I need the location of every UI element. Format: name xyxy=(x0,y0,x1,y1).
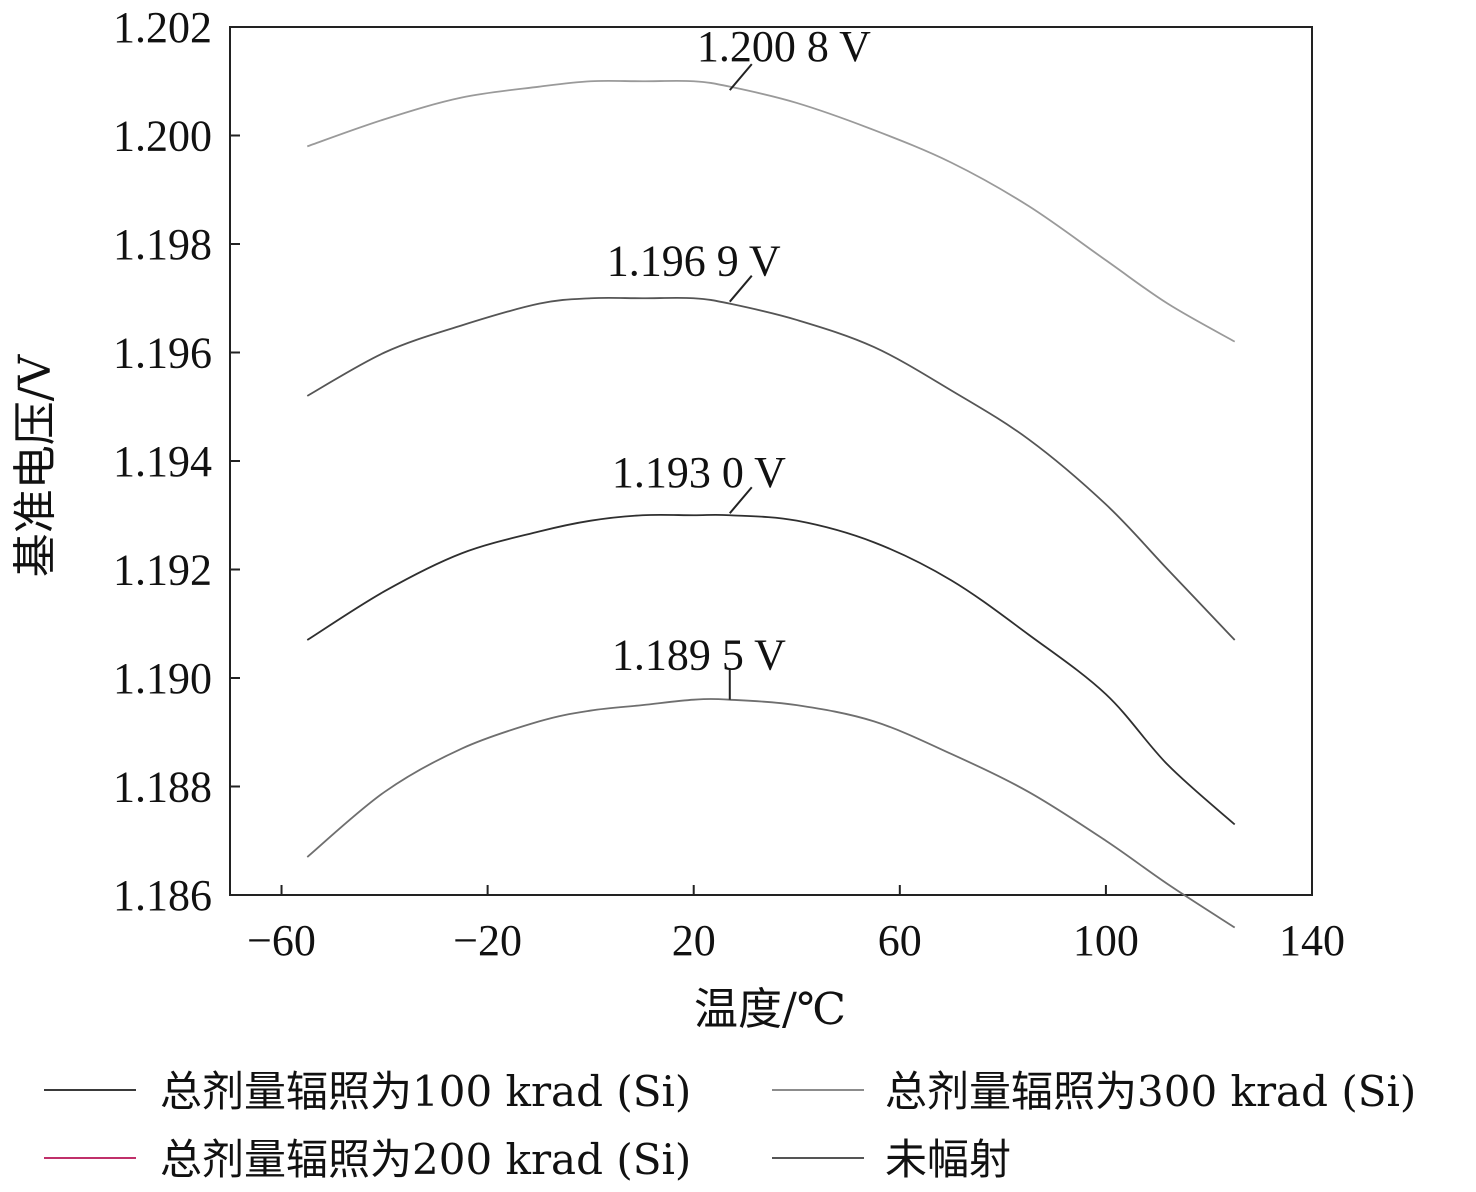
y-tick-label: 1.186 xyxy=(113,871,212,920)
legend: 总剂量辐照为100 krad (Si) 总剂量辐照为300 krad (Si) 总剂… xyxy=(44,1067,1416,1184)
x-tick-label: 60 xyxy=(878,916,922,965)
y-tick-label: 1.194 xyxy=(113,437,212,486)
legend-label: 总剂量辐照为200 krad (Si) xyxy=(160,1135,691,1184)
legend-label: 总剂量辐照为300 krad (Si) xyxy=(885,1067,1416,1116)
y-tick-label: 1.196 xyxy=(113,329,212,378)
annotation-label: 1.196 9 V xyxy=(607,236,781,285)
annotation-label: 1.200 8 V xyxy=(697,22,871,71)
y-axis-title: 基准电压/V xyxy=(10,353,61,577)
y-tick-label: 1.202 xyxy=(113,3,212,52)
series-layer xyxy=(306,79,1236,929)
annotation-leader xyxy=(729,486,753,514)
x-tick-label: −60 xyxy=(247,916,316,965)
y-tick-label: 1.192 xyxy=(113,546,212,595)
x-tick-label: −20 xyxy=(453,916,522,965)
x-tick-label: 20 xyxy=(672,916,716,965)
annotation-label: 1.193 0 V xyxy=(612,448,786,497)
y-tick-label: 1.190 xyxy=(113,654,212,703)
x-axis-title: 温度/℃ xyxy=(694,984,846,1035)
y-axis: 1.186 1.188 1.190 1.192 1.194 1.196 1.198 1.200… xyxy=(113,3,240,920)
x-tick-label: 100 xyxy=(1073,916,1139,965)
annotation-layer: 1.200 8 V 1.196 9 V 1.193 0 V 1.189 5 V xyxy=(607,22,871,700)
x-axis: −60 −20 20 60 100 140 xyxy=(247,885,1345,965)
series-line xyxy=(306,296,1236,641)
series-line xyxy=(306,513,1236,826)
series-line xyxy=(306,79,1236,343)
annotation-label: 1.189 5 V xyxy=(612,630,786,679)
legend-label: 总剂量辐照为100 krad (Si) xyxy=(160,1067,691,1116)
x-tick-label: 140 xyxy=(1279,916,1345,965)
y-tick-label: 1.188 xyxy=(113,763,212,812)
y-tick-label: 1.198 xyxy=(113,220,212,269)
y-tick-label: 1.200 xyxy=(113,112,212,161)
series-line xyxy=(306,698,1236,929)
legend-label: 未幅射 xyxy=(885,1135,1011,1184)
annotation-leader xyxy=(729,63,753,91)
annotation-leader xyxy=(729,275,753,303)
